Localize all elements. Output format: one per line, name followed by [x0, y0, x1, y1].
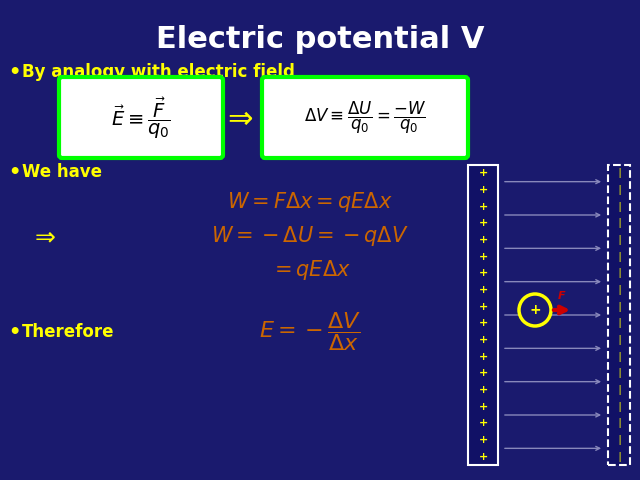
Text: ❘: ❘: [615, 435, 623, 445]
Text: •: •: [8, 62, 20, 82]
Text: $W = -\Delta U = -q\Delta V$: $W = -\Delta U = -q\Delta V$: [211, 224, 409, 248]
Text: ❘: ❘: [615, 452, 623, 462]
Text: $W = F\Delta x = qE\Delta x$: $W = F\Delta x = qE\Delta x$: [227, 190, 393, 214]
Text: +: +: [478, 218, 488, 228]
Text: +: +: [478, 368, 488, 378]
Text: +: +: [478, 318, 488, 328]
Circle shape: [519, 294, 551, 326]
Text: ❘: ❘: [615, 235, 623, 245]
Text: ❘: ❘: [615, 185, 623, 195]
Text: +: +: [478, 202, 488, 212]
Text: +: +: [478, 235, 488, 245]
Text: $\Rightarrow$: $\Rightarrow$: [30, 224, 56, 248]
Text: ❘: ❘: [615, 252, 623, 262]
Text: ❘: ❘: [615, 335, 623, 345]
Text: $\Rightarrow$: $\Rightarrow$: [222, 104, 254, 132]
Text: +: +: [478, 385, 488, 395]
Text: ❘: ❘: [615, 301, 623, 312]
Text: ❘: ❘: [615, 318, 623, 328]
Text: ❘: ❘: [615, 352, 623, 361]
Text: +: +: [478, 452, 488, 462]
Text: +: +: [478, 252, 488, 262]
Text: +: +: [478, 419, 488, 428]
Text: By analogy with electric field: By analogy with electric field: [22, 63, 295, 81]
Text: +: +: [478, 268, 488, 278]
Text: •: •: [8, 163, 20, 181]
Text: We have: We have: [22, 163, 102, 181]
Text: +: +: [478, 435, 488, 445]
Bar: [468, 165, 498, 465]
Text: +: +: [478, 301, 488, 312]
Text: ❘: ❘: [615, 218, 623, 228]
Text: +: +: [478, 168, 488, 179]
Text: ❘: ❘: [615, 419, 623, 428]
FancyBboxPatch shape: [262, 77, 468, 158]
Text: F: F: [558, 291, 566, 301]
Text: ❘: ❘: [615, 285, 623, 295]
Text: +: +: [478, 285, 488, 295]
Bar: [608, 165, 630, 465]
Text: Therefore: Therefore: [22, 323, 115, 341]
Text: ❘: ❘: [615, 385, 623, 395]
Text: Electric potential V: Electric potential V: [156, 25, 484, 54]
Text: $E = -\dfrac{\Delta V}{\Delta x}$: $E = -\dfrac{\Delta V}{\Delta x}$: [259, 311, 361, 353]
Text: ❘: ❘: [615, 268, 623, 278]
Text: $\vec{E}\equiv\dfrac{\vec{F}}{q_0}$: $\vec{E}\equiv\dfrac{\vec{F}}{q_0}$: [111, 96, 171, 141]
Text: +: +: [478, 352, 488, 361]
Text: ❘: ❘: [615, 202, 623, 212]
Text: ❘: ❘: [615, 402, 623, 412]
Text: +: +: [529, 303, 541, 317]
Text: $= qE\Delta x$: $= qE\Delta x$: [269, 258, 351, 282]
Text: •: •: [8, 323, 20, 341]
Text: +: +: [478, 185, 488, 195]
Text: ❘: ❘: [615, 368, 623, 378]
Text: +: +: [478, 335, 488, 345]
Text: ❘: ❘: [615, 168, 623, 179]
Text: +: +: [478, 402, 488, 412]
FancyBboxPatch shape: [59, 77, 223, 158]
Text: $\Delta V\equiv\dfrac{\Delta U}{q_0}=\dfrac{-W}{q_0}$: $\Delta V\equiv\dfrac{\Delta U}{q_0}=\df…: [304, 100, 426, 136]
